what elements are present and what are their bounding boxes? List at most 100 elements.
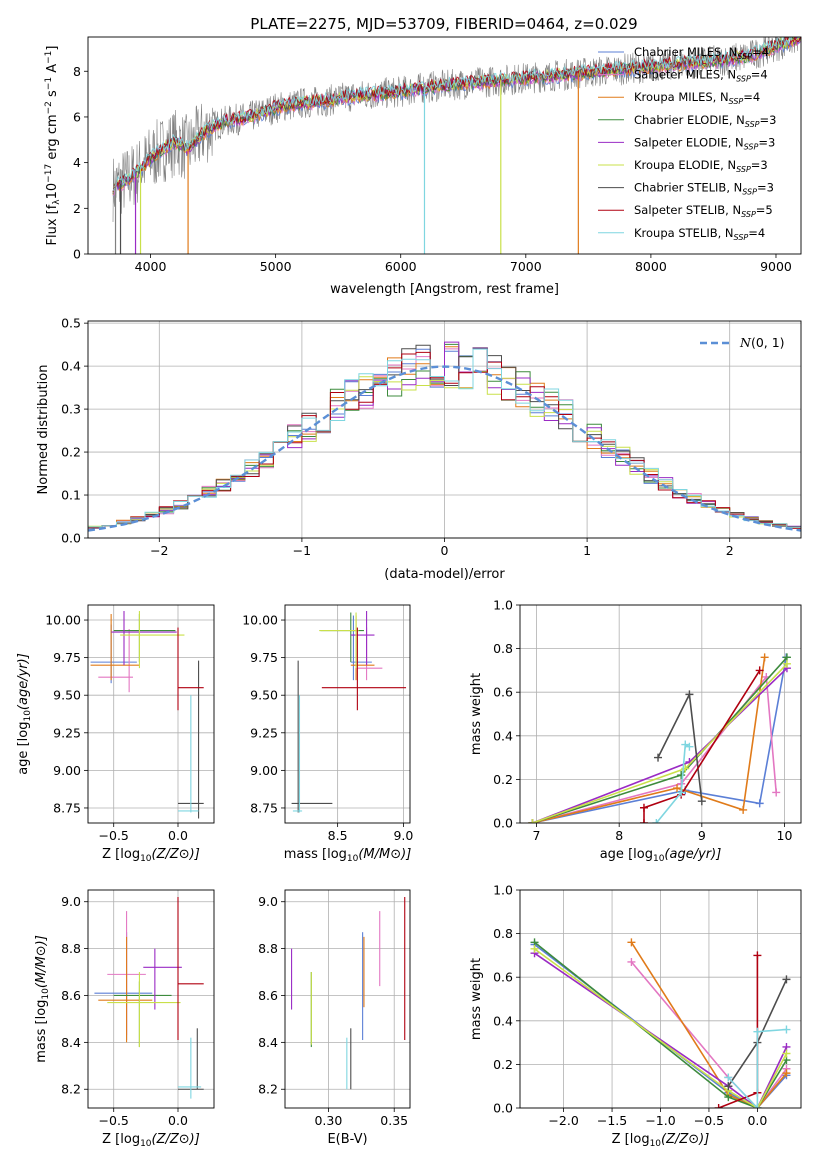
weight-marker-chabrier_stelib [782, 975, 791, 984]
residuals-frame [87, 320, 802, 539]
x-tick-label: 8000 [635, 259, 667, 274]
model-spectrum-kroupa_stelib [112, 37, 801, 191]
y-tick-label: 8 [73, 64, 81, 79]
legend-label-salpeter_elodie: Salpeter ELODIE, NSSP=3 [634, 135, 775, 151]
weight-line-chabrier_stelib [657, 691, 703, 802]
spectrum-xlabel: wavelength [Angstrom, rest frame] [330, 282, 559, 297]
y-tick-label: 1.0 [493, 883, 513, 898]
weight_vs_age-ylabel: mass weight [469, 673, 484, 755]
weight-marker-salpeter_stelib [639, 803, 648, 812]
mass_vs_z-ylabel: mass [log10(M/M⊙)] [34, 935, 51, 1063]
spectrum-frame [87, 36, 802, 255]
y-tick-label: 8.2 [258, 1082, 278, 1097]
legend-label-chabrier_elodie: Chabrier ELODIE, NSSP=3 [634, 113, 776, 129]
age_vs_z-plot-area [90, 611, 204, 819]
weight-marker-chabrier_stelib [724, 1082, 733, 1091]
x-tick-label: −2 [150, 543, 168, 558]
y-tick-label: 10.00 [242, 613, 278, 628]
x-tick-label: 4000 [135, 259, 167, 274]
y-tick-label: 0.4 [493, 1013, 513, 1028]
weight-marker-kroupa_miles [627, 938, 636, 947]
legend-label-kroupa_stelib: Kroupa STELIB, NSSP=4 [634, 226, 765, 242]
weight-marker-kroupa_miles [782, 1069, 791, 1078]
weight_vs_z-xlabel: Z [log10(Z/Z⊙)] [612, 1132, 710, 1149]
weight-marker-salpeter_stelib [755, 666, 764, 675]
x-tick-label: 1 [583, 543, 591, 558]
weight-line-chabrier_elodie [532, 656, 788, 823]
residuals-plot-area [88, 341, 801, 532]
weight-line-salpeter_stelib [643, 669, 761, 823]
y-tick-label: 8.6 [61, 988, 81, 1003]
normal-curve [88, 365, 801, 532]
weight-marker-chabrier_stelib [697, 797, 706, 806]
x-tick-label: 10 [777, 828, 793, 843]
y-tick-label: 9.00 [53, 763, 81, 778]
y-tick-label: 0.0 [493, 1101, 513, 1116]
y-tick-label: 8.75 [250, 800, 278, 815]
x-tick-label: 9.0 [393, 828, 413, 843]
weight-marker-kroupa_elodie [782, 1049, 791, 1058]
weight-line-chabrier_miles [532, 657, 787, 823]
age_vs_mass-xlabel: mass [log10(M/M⊙)] [284, 847, 412, 864]
weight_vs_z-axes: −2.0 −1.5 −1.0 −0.5 0.0 0.0 0.2 0.4 0.6 0.8 1.0 [493, 883, 801, 1128]
mass_vs_ebv-axes: 0.30 0.35 8.2 8.4 8.6 8.8 9.0 [258, 890, 410, 1128]
y-tick-label: 9.50 [250, 688, 278, 703]
x-tick-label: 7000 [510, 259, 542, 274]
weight-marker-salpeter_stelib [753, 951, 762, 960]
weight-marker-salpeter_miles [627, 957, 636, 966]
weight-marker-chabrier_miles [755, 799, 764, 808]
x-tick-label: 7 [533, 828, 541, 843]
mass_vs_z-plot-area [94, 897, 204, 1099]
weight_vs_age-frame [519, 604, 802, 824]
age_vs_mass-frame [284, 604, 411, 824]
spectrum-ylabel: Flux [fλ10−17 erg cm−2 s−1 A−1] [44, 46, 62, 246]
x-tick-label: −2.0 [548, 1113, 578, 1128]
age_vs_z-frame [87, 604, 215, 824]
y-tick-label: 8.6 [258, 988, 278, 1003]
weight-line-salpeter_miles [532, 674, 777, 823]
spectrum-axes: 4000 5000 6000 7000 8000 9000 0 2 4 6 8 [73, 64, 792, 274]
y-tick-label: 0.2 [61, 445, 81, 460]
weight-marker-kroupa_miles [673, 784, 682, 793]
weight-marker-kroupa_stelib [753, 1104, 762, 1108]
y-tick-label: 0.4 [61, 359, 81, 374]
x-tick-label: −0.5 [99, 1113, 129, 1128]
weight-marker-kroupa_stelib [753, 1027, 762, 1036]
y-tick-label: 0.6 [493, 685, 513, 700]
legend-label-kroupa_elodie: Kroupa ELODIE, NSSP=3 [634, 158, 768, 174]
y-tick-label: 9.75 [53, 650, 81, 665]
age_vs_z-xlabel: Z [log10(Z/Z⊙)] [102, 847, 200, 864]
x-tick-label: −0.5 [694, 1113, 724, 1128]
weight-line-kroupa_miles [630, 941, 788, 1108]
y-tick-label: 0.2 [493, 1057, 513, 1072]
figure-title: PLATE=2275, MJD=53709, FIBERID=0464, z=0… [250, 15, 637, 33]
residuals-xlabel: (data-model)/error [384, 567, 505, 582]
y-tick-label: 9.0 [258, 894, 278, 909]
weight-marker-kroupa_elodie [528, 819, 537, 823]
y-tick-label: 6 [73, 109, 81, 124]
y-tick-label: 1.0 [493, 598, 513, 613]
weight_vs_age-xlabel: age [log10(age/yr)] [600, 847, 722, 864]
x-tick-label: 8.5 [328, 828, 348, 843]
legend-label-chabrier_miles: Chabrier MILES, NSSP=4 [634, 45, 769, 61]
weight-marker-salpeter_stelib [714, 1104, 723, 1108]
weight-line-salpeter_stelib [718, 955, 759, 1108]
weight-marker-kroupa_stelib [685, 742, 694, 751]
weight-marker-salpeter_stelib [639, 819, 648, 823]
legend-label-normal: N(0, 1) [739, 335, 785, 350]
y-tick-label: 8.8 [61, 941, 81, 956]
weight-line-salpeter_elodie [532, 667, 788, 823]
y-tick-label: 2 [73, 201, 81, 216]
weight-marker-kroupa_stelib [652, 819, 661, 823]
weight-marker-salpeter_miles [772, 788, 781, 797]
y-tick-label: 0.6 [493, 970, 513, 985]
y-tick-label: 0.5 [61, 316, 81, 331]
weight-marker-kroupa_elodie [782, 659, 791, 668]
weight-marker-chabrier_elodie [677, 771, 686, 780]
y-tick-label: 0.2 [493, 772, 513, 787]
y-tick-label: 0 [73, 247, 81, 262]
x-tick-label: 2 [726, 543, 734, 558]
weight-marker-kroupa_stelib [782, 1025, 791, 1034]
age_vs_z-ylabel: age [log10(age/yr)] [16, 653, 33, 775]
y-tick-label: 9.25 [53, 725, 81, 740]
